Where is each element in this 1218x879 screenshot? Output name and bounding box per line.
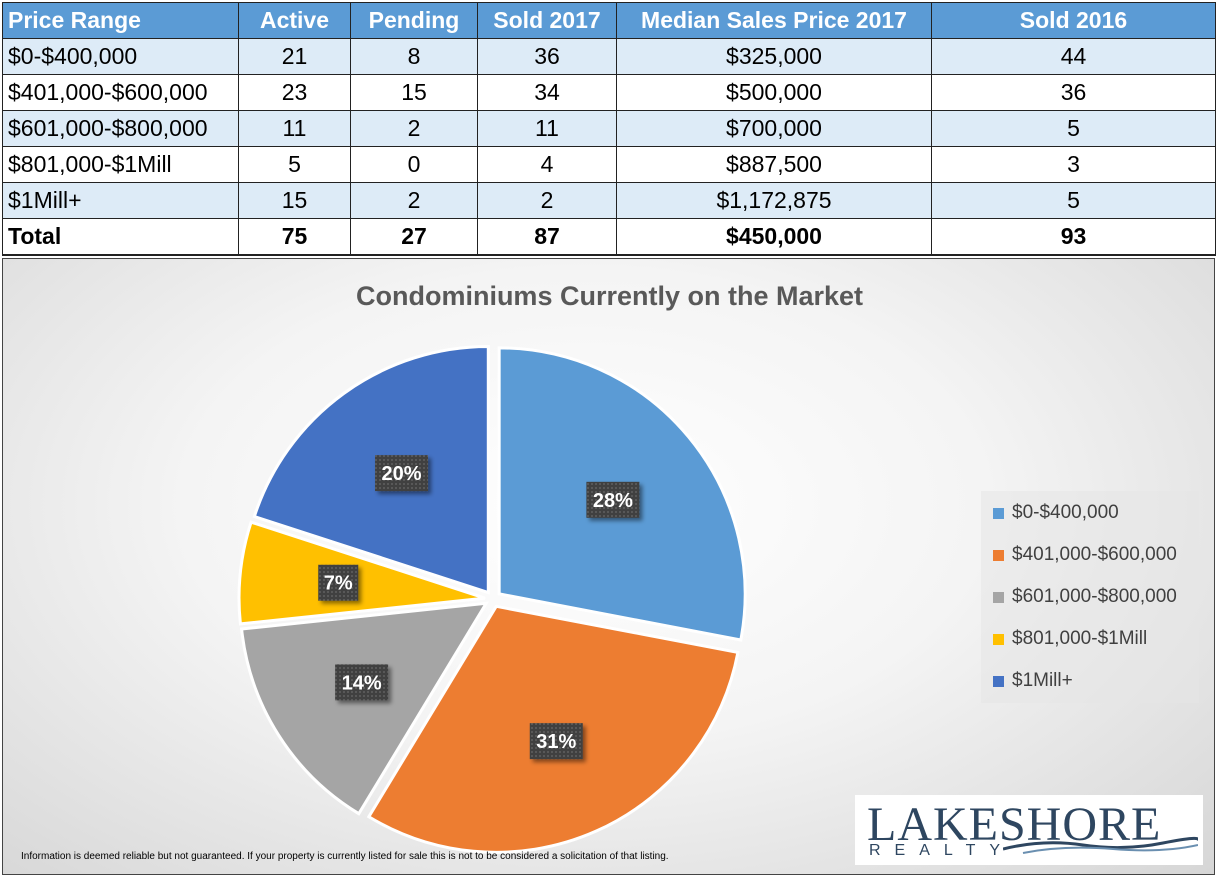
legend-swatch [993,507,1004,519]
table-cell: $401,000-$600,000 [2,74,239,111]
table-cell: 5 [931,182,1216,219]
table-cell: $325,000 [616,38,932,75]
total-cell: 87 [477,218,617,256]
table-cell: 15 [350,74,478,111]
table-cell: 8 [350,38,478,75]
table-row: $601,000-$800,000 11 2 11 $700,000 5 [2,110,1216,147]
table-cell: 21 [238,38,351,75]
legend-item: $0-$400,000 [993,501,1119,525]
table-row: $801,000-$1Mill 5 0 4 $887,500 3 [2,146,1216,183]
table-cell: 23 [238,74,351,111]
data-label-box [586,481,640,518]
column-header: Pending [350,2,478,39]
company-logo: LAKESHORE REALTY [855,795,1203,865]
data-label: 31% [529,723,583,760]
table-cell: $700,000 [616,110,932,147]
legend-swatch [993,591,1004,603]
table-cell: 0 [350,146,478,183]
table-body: $0-$400,000 21 8 36 $325,000 44 $401,000-$600,… [2,38,1216,256]
table-cell: $887,500 [616,146,932,183]
table-cell: 36 [931,74,1216,111]
total-cell: 75 [238,218,351,256]
stats-table: Price Range Active Pending Sold 2017 Median … [2,2,1216,256]
table-cell: 15 [238,182,351,219]
logo-wordmark: LAKESHORE [867,798,1162,851]
table-cell: 44 [931,38,1216,75]
pie-slice [252,345,490,595]
table-cell: $1,172,875 [616,182,932,219]
total-cell: 27 [350,218,478,256]
column-header: Price Range [2,2,239,39]
table-header-row: Price Range Active Pending Sold 2017 Median … [2,2,1216,39]
table-cell: 2 [477,182,617,219]
table-cell: $500,000 [616,74,932,111]
legend-swatch [993,675,1004,687]
table-cell: $601,000-$800,000 [2,110,239,147]
data-label-text: 7% [324,573,353,595]
table-cell: 36 [477,38,617,75]
legend-swatch [993,549,1004,561]
table-cell: 4 [477,146,617,183]
data-label-text: 31% [536,731,576,753]
total-cell: $450,000 [616,218,932,256]
total-cell: Total [2,218,239,256]
table-cell: 34 [477,74,617,111]
table-cell: 11 [477,110,617,147]
table-cell: $1Mill+ [2,182,239,219]
table-cell: 2 [350,182,478,219]
legend-label: $801,000-$1Mill [1012,628,1148,649]
legend-swatch [993,633,1004,645]
table-cell: 5 [931,110,1216,147]
data-label: 28% [586,481,640,518]
data-label: 7% [318,564,359,601]
legend-item: $1Mill+ [993,669,1073,693]
table-row: $1Mill+ 15 2 2 $1,172,875 5 [2,182,1216,219]
data-label-text: 14% [342,672,382,694]
legend-item: $401,000-$600,000 [993,543,1177,567]
legend-item: $601,000-$800,000 [993,585,1177,609]
data-label: 20% [375,455,429,492]
column-header: Median Sales Price 2017 [616,2,932,39]
table-cell: 2 [350,110,478,147]
data-label-text: 20% [382,463,422,485]
data-label-box [335,664,389,701]
chart-legend: $0-$400,000 $401,000-$600,000 $601,000-$80… [981,491,1199,703]
legend-item: $801,000-$1Mill [993,627,1147,651]
logo-subtitle: REALTY [869,842,1015,859]
wave-icon [1003,836,1198,854]
data-label-text: 28% [593,490,633,512]
legend-label: $0-$400,000 [1012,502,1119,523]
table-cell: 11 [238,110,351,147]
data-label: 14% [335,664,389,701]
data-label-box [529,723,583,760]
column-header: Active [238,2,351,39]
pie-chart: Condominiums Currently on the Market 28%… [2,258,1215,875]
table-cell: 3 [931,146,1216,183]
table-row: $401,000-$600,000 23 15 34 $500,000 36 [2,74,1216,111]
table-row: $0-$400,000 21 8 36 $325,000 44 [2,38,1216,75]
chart-title: Condominiums Currently on the Market [355,281,864,311]
column-header: Sold 2016 [931,2,1216,39]
data-label-box [318,564,359,601]
column-header: Sold 2017 [477,2,617,39]
pie-slice [239,601,490,816]
legend-label: $401,000-$600,000 [1012,544,1177,565]
table-cell: $0-$400,000 [2,38,239,75]
data-label-box [375,455,429,492]
pie-svg: 28% 31% 14% 7% 20% [237,345,747,854]
pie-slice [237,520,486,626]
total-row: Total 75 27 87 $450,000 93 [2,218,1216,256]
total-cell: 93 [931,218,1216,256]
table-cell: 5 [238,146,351,183]
legend-label: $1Mill+ [1012,670,1073,691]
disclaimer-text: Information is deemed reliable but not g… [21,851,669,862]
table-cell: $801,000-$1Mill [2,146,239,183]
legend-label: $601,000-$800,000 [1012,586,1177,607]
